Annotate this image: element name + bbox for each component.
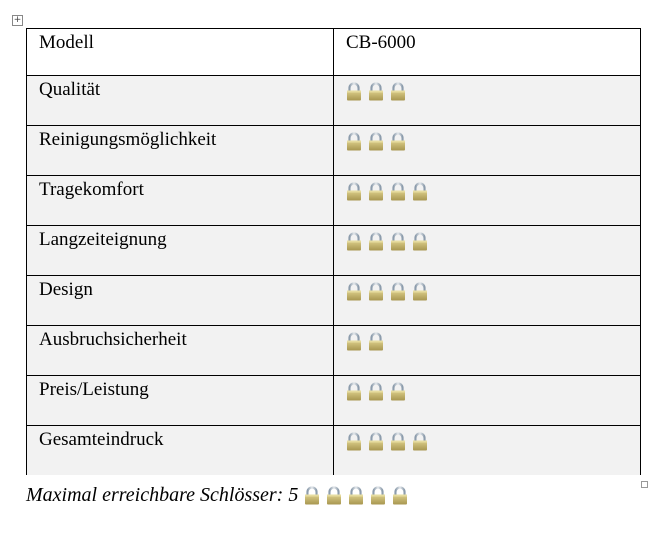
model-label: Modell [27,29,334,75]
criterion-label: Ausbruchsicherheit [27,326,334,375]
table-row: Gesamteindruck [26,425,641,475]
table-header-row: Modell CB-6000 [26,28,641,75]
padlock-icon [347,82,361,101]
padlock-icon [327,486,342,505]
lock-rating [334,76,640,125]
padlock-icon [369,132,383,151]
padlock-icon [369,332,383,351]
padlock-icon [391,432,405,451]
lock-rating [334,276,640,325]
padlock-icon [347,232,361,251]
padlock-icon [391,232,405,251]
padlock-icon [391,82,405,101]
padlock-icon [391,132,405,151]
lock-rating [334,426,640,475]
table-row: Design [26,275,641,325]
padlock-icon [413,282,427,301]
table-move-handle[interactable]: + [12,15,23,26]
padlock-icon [349,486,364,505]
lock-rating [334,126,640,175]
criterion-label: Gesamteindruck [27,426,334,475]
table-row: Reinigungsmöglichkeit [26,125,641,175]
padlock-icon [391,282,405,301]
footer-text: Maximal erreichbare Schlösser: 5 [26,484,299,506]
criterion-label: Tragekomfort [27,176,334,225]
padlock-icon [347,132,361,151]
table-row: Tragekomfort [26,175,641,225]
padlock-icon [393,486,408,505]
footer-locks [304,486,408,505]
padlock-icon [305,486,320,505]
padlock-icon [391,182,405,201]
padlock-icon [369,182,383,201]
padlock-icon [369,432,383,451]
lock-rating [334,376,640,425]
criterion-label: Langzeiteignung [27,226,334,275]
lock-rating [334,326,640,375]
rating-table: Modell CB-6000 Qualität Reinigungsmöglich… [26,28,641,475]
padlock-icon [391,382,405,401]
padlock-icon [371,486,386,505]
padlock-icon [347,282,361,301]
padlock-icon [369,382,383,401]
padlock-icon [369,82,383,101]
padlock-icon [347,382,361,401]
padlock-icon [369,282,383,301]
padlock-icon [413,432,427,451]
criterion-label: Preis/Leistung [27,376,334,425]
criterion-label: Qualität [27,76,334,125]
padlock-icon [347,332,361,351]
footer-note: Maximal erreichbare Schlösser: 5 [26,484,408,507]
model-value: CB-6000 [346,32,416,53]
padlock-icon [347,432,361,451]
criterion-label: Design [27,276,334,325]
table-row: Preis/Leistung [26,375,641,425]
padlock-icon [369,232,383,251]
table-row: Langzeiteignung [26,225,641,275]
padlock-icon [413,232,427,251]
table-resize-handle[interactable] [641,481,648,488]
table-row: Ausbruchsicherheit [26,325,641,375]
lock-rating [334,176,640,225]
table-row: Qualität [26,75,641,125]
padlock-icon [413,182,427,201]
padlock-icon [347,182,361,201]
criterion-label: Reinigungsmöglichkeit [27,126,334,175]
lock-rating [334,226,640,275]
